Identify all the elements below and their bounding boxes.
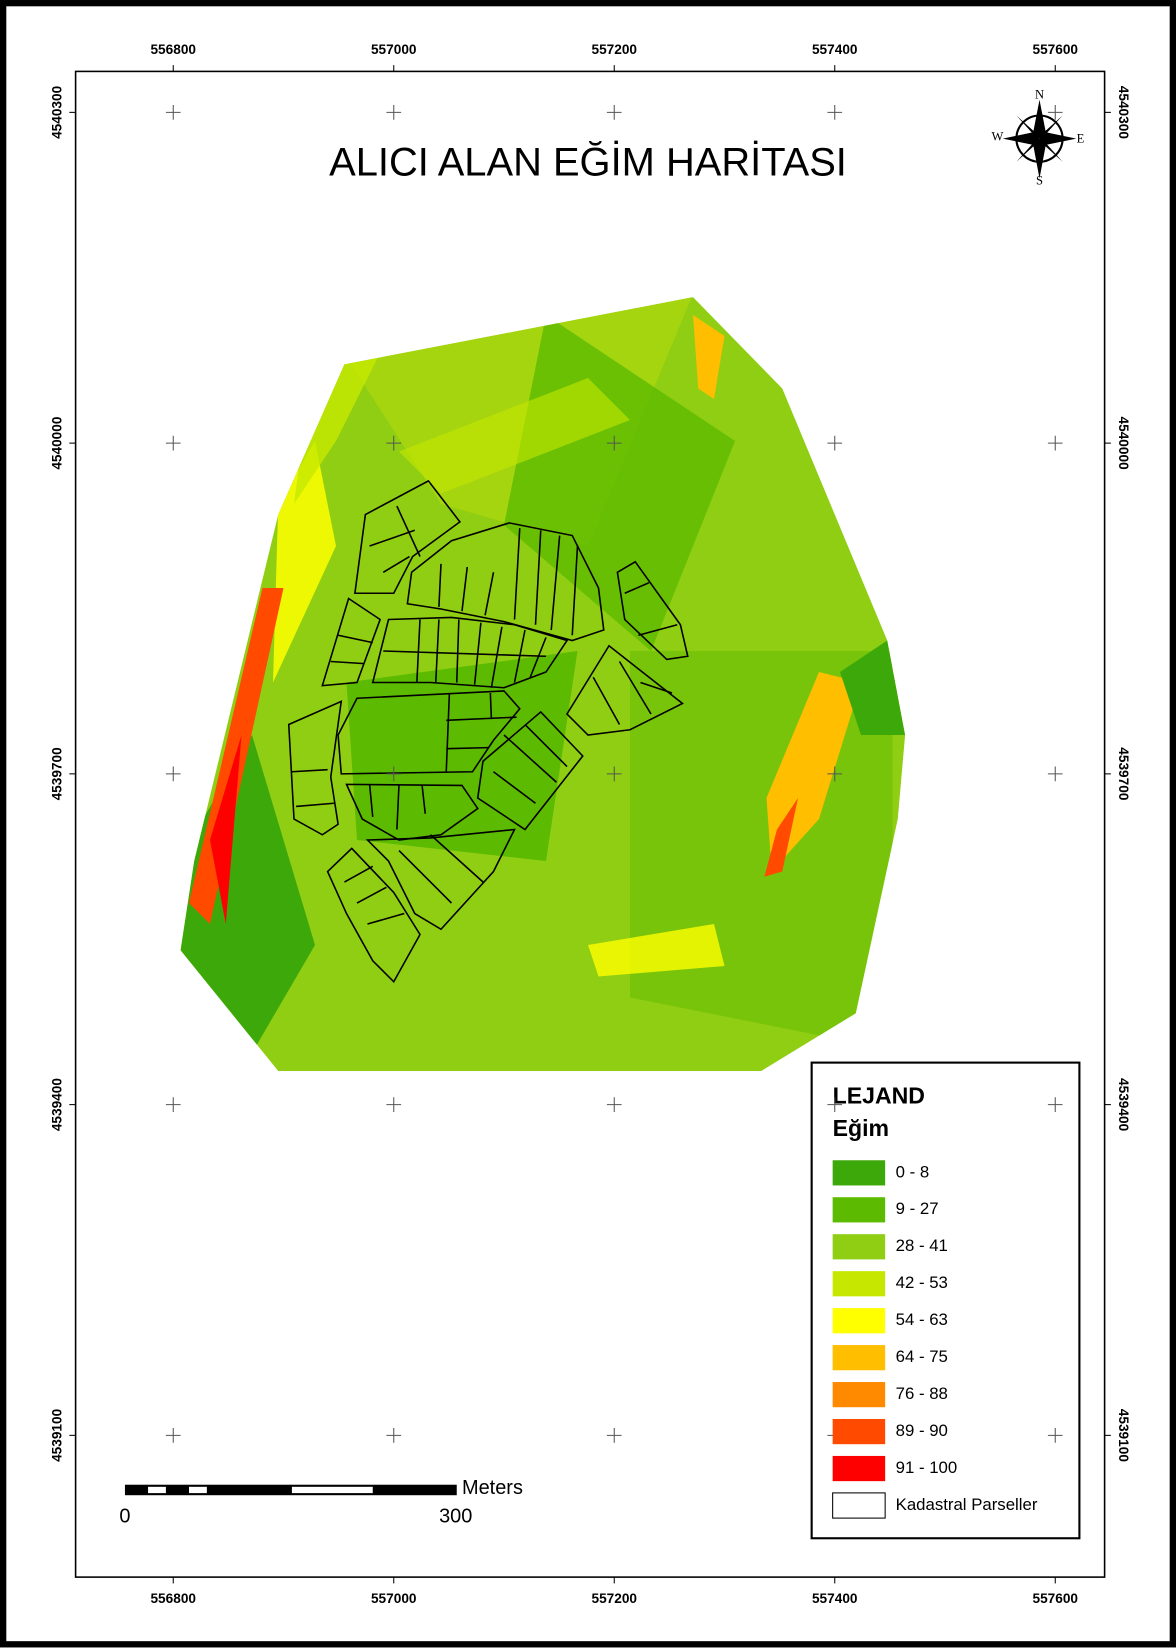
y-tick-label: 4539100: [49, 1408, 64, 1462]
compass-east: E: [1077, 132, 1085, 146]
map-title: ALICI ALAN EĞİM HARİTASI: [329, 139, 847, 184]
y-tick-label: 4539100: [1116, 1409, 1131, 1463]
y-tick-label: 4540000: [1116, 417, 1131, 471]
legend-swatch: [833, 1419, 886, 1444]
x-tick-label: 557600: [1032, 42, 1078, 57]
y-tick-label: 4539400: [1116, 1078, 1131, 1132]
legend-swatch: [833, 1308, 886, 1333]
x-tick-label: 557200: [591, 1591, 637, 1606]
x-tick-label: 556800: [150, 42, 196, 57]
x-tick-label: 557400: [812, 1591, 858, 1606]
legend-swatch: [833, 1382, 886, 1407]
x-tick-label: 557400: [812, 42, 858, 57]
y-tick-label: 4540000: [49, 416, 64, 470]
legend-label: 76 - 88: [896, 1384, 948, 1403]
legend-subtitle: Eğim: [833, 1115, 889, 1141]
x-tick-label: 557000: [371, 42, 417, 57]
legend-label: 28 - 41: [896, 1236, 948, 1255]
x-tick-label: 557000: [371, 1591, 417, 1606]
y-tick-label: 4540300: [49, 85, 64, 139]
scale-label: 0: [119, 1506, 130, 1528]
legend-swatch: [833, 1234, 886, 1259]
x-tick-label: 556800: [150, 1591, 196, 1606]
legend-title: LEJAND: [833, 1082, 925, 1108]
legend-swatch: [833, 1345, 886, 1370]
x-tick-label: 557200: [591, 42, 637, 57]
y-tick-label: 4539400: [49, 1078, 64, 1132]
page: {"chart_data": {"type": "map", "title": …: [0, 0, 1176, 1648]
legend-swatch: [833, 1271, 886, 1296]
legend-swatch: [833, 1456, 886, 1481]
legend-label: 42 - 53: [896, 1273, 948, 1292]
legend-label: 9 - 27: [896, 1199, 939, 1218]
legend-swatch: [833, 1493, 886, 1518]
compass-west: W: [992, 129, 1004, 143]
legend-label: Kadastral Parseller: [896, 1495, 1038, 1514]
legend-swatch: [833, 1197, 886, 1222]
legend-label: 54 - 63: [896, 1310, 948, 1329]
scale-unit: Meters: [462, 1477, 523, 1499]
x-tick-label: 557600: [1032, 1591, 1078, 1606]
compass-north: N: [1035, 87, 1044, 101]
compass-south: S: [1036, 174, 1043, 188]
y-tick-label: 4539700: [49, 747, 64, 801]
legend-label: 91 - 100: [896, 1458, 958, 1477]
y-tick-label: 4540300: [1116, 86, 1131, 140]
y-tick-label: 4539700: [1116, 747, 1131, 801]
legend-label: 89 - 90: [896, 1421, 948, 1440]
scale-label: 300: [439, 1506, 472, 1528]
map-layout: N S E W ALICI ALAN EĞİM HARİTASI 0 300 M…: [0, 0, 1176, 1648]
scale-bar: [125, 1485, 457, 1496]
legend-swatch: [833, 1160, 886, 1185]
legend-label: 64 - 75: [896, 1347, 948, 1366]
legend-label: 0 - 8: [896, 1162, 930, 1181]
